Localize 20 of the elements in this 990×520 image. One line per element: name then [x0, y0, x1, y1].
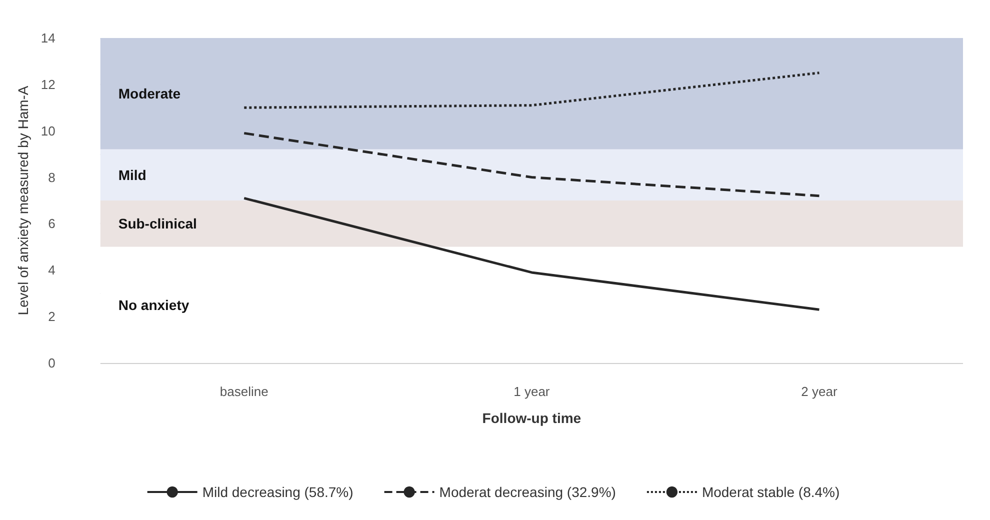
y-tick-label: 8 — [48, 170, 56, 185]
legend-label: Mild decreasing (58.7%) — [202, 484, 354, 500]
y-tick-label: 12 — [40, 76, 56, 92]
band-label: No anxiety — [118, 296, 190, 313]
y-tick-label: 2 — [48, 309, 56, 324]
y-tick-label: 10 — [40, 123, 56, 138]
band-label: Mild — [118, 166, 146, 183]
band-label: Sub-clinical — [118, 216, 197, 232]
y-axis-title: Level of anxiety measured by Ham-A — [15, 85, 31, 316]
legend-label: Moderat stable (8.4%) — [702, 484, 840, 500]
x-tick-label: 2 year — [801, 384, 838, 399]
x-axis-title: Follow-up time — [482, 410, 582, 426]
y-tick-label: 6 — [48, 216, 56, 232]
y-tick-label: 4 — [48, 262, 56, 278]
y-tick-label: 0 — [48, 356, 56, 370]
band-label: Moderate — [118, 86, 181, 102]
legend-label: Moderat decreasing (32.9%) — [439, 484, 616, 500]
x-tick-label: baseline — [220, 384, 268, 399]
y-tick-label: 14 — [40, 30, 56, 46]
x-tick-label: 1 year — [514, 384, 550, 399]
